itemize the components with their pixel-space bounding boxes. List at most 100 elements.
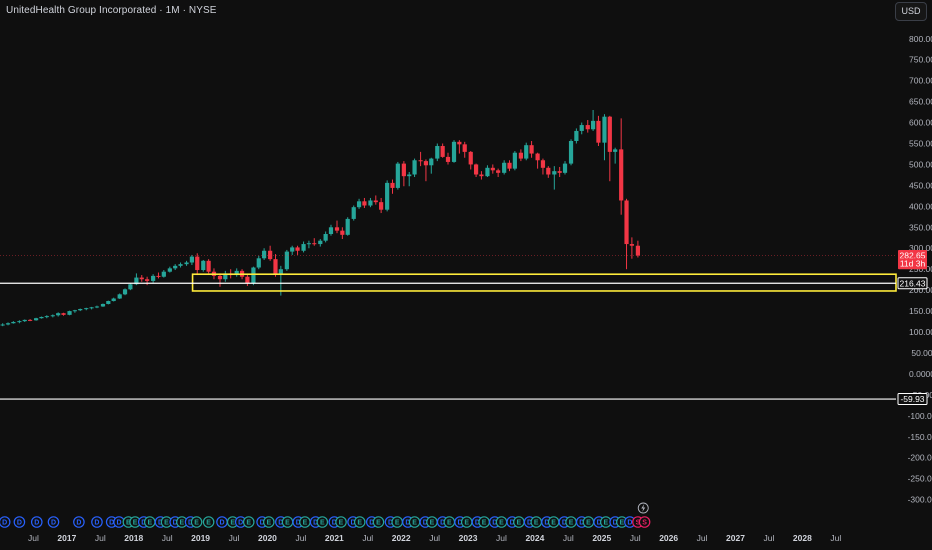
candle xyxy=(385,180,390,212)
earnings-event-marker[interactable]: E xyxy=(565,516,577,528)
event-letter: D xyxy=(141,520,146,527)
split-event-marker[interactable]: S xyxy=(638,516,651,528)
candle xyxy=(301,241,306,253)
candle-body xyxy=(301,244,306,251)
candle xyxy=(111,297,116,302)
candle xyxy=(356,198,362,209)
dividend-event-marker[interactable]: D xyxy=(216,516,228,528)
dividend-event-marker[interactable]: D xyxy=(0,516,11,528)
earnings-event-marker[interactable]: E xyxy=(478,516,490,528)
earnings-event-marker[interactable]: E xyxy=(299,516,311,528)
event-letter: E xyxy=(464,520,469,527)
candle-body xyxy=(111,298,116,302)
candle-body xyxy=(273,259,278,275)
event-letter: E xyxy=(285,520,290,527)
candle xyxy=(189,254,195,265)
candle-body xyxy=(362,201,367,206)
candle xyxy=(579,122,584,135)
earnings-event-marker[interactable]: E xyxy=(408,516,421,528)
time-year-label: 2022 xyxy=(392,533,411,543)
earnings-event-marker[interactable]: E xyxy=(547,516,560,528)
earnings-event-marker[interactable]: E xyxy=(281,516,294,528)
dividend-event-marker[interactable]: D xyxy=(624,516,636,528)
event-letter: E xyxy=(303,520,308,527)
earnings-event-marker[interactable]: E xyxy=(582,516,595,528)
candle xyxy=(351,205,356,221)
event-letter: D xyxy=(405,520,410,527)
candle xyxy=(195,253,200,276)
price-tag-label: -59.93 xyxy=(900,394,924,404)
earnings-event-marker[interactable]: E xyxy=(372,516,385,528)
time-month-label: Jul xyxy=(28,533,39,543)
event-letter: E xyxy=(586,520,591,527)
price-scale[interactable]: 800.00 750.00 700.00 650.00 600.00 550.00 500.… xyxy=(908,34,932,505)
dividend-event-marker[interactable]: D xyxy=(47,516,60,528)
earnings-event-marker[interactable]: E xyxy=(460,516,473,528)
candle xyxy=(139,275,144,282)
currency-button[interactable]: USD xyxy=(895,2,927,21)
earnings-event-marker[interactable]: E xyxy=(316,516,329,528)
dividend-event-marker[interactable]: D xyxy=(13,516,26,528)
earnings-event-marker[interactable]: E xyxy=(495,516,508,528)
candle-body xyxy=(507,162,512,169)
candle-body xyxy=(78,308,83,311)
candle xyxy=(173,264,178,271)
candle xyxy=(490,164,495,174)
candle-body xyxy=(502,162,507,173)
event-letter: D xyxy=(423,520,428,527)
dividend-event-marker[interactable]: D xyxy=(91,516,103,528)
price-tick-label: 350.00 xyxy=(909,222,932,232)
price-tick-label: 750.00 xyxy=(909,55,932,65)
candle xyxy=(451,140,457,163)
earnings-event-marker[interactable]: E xyxy=(530,516,543,528)
earnings-event-marker[interactable]: E xyxy=(242,516,255,528)
earnings-event-marker[interactable]: E xyxy=(202,516,215,528)
candle-body xyxy=(629,244,634,246)
candle xyxy=(435,143,440,162)
price-tick-label: 150.00 xyxy=(909,306,932,316)
event-letter: E xyxy=(266,520,271,527)
lightning-icon[interactable] xyxy=(637,502,649,514)
earnings-event-marker[interactable]: E xyxy=(443,516,456,528)
earnings-event-marker[interactable]: E xyxy=(143,516,156,528)
price-tick-label: -150.00 xyxy=(908,432,932,442)
candle-body xyxy=(128,284,133,290)
earnings-event-marker[interactable]: E xyxy=(426,516,438,528)
candlestick-plot[interactable] xyxy=(0,109,640,327)
candle-body xyxy=(473,164,479,175)
candle-body xyxy=(485,167,490,177)
earnings-event-marker[interactable]: E xyxy=(190,516,203,528)
earnings-event-marker[interactable]: E xyxy=(262,516,275,528)
earnings-event-marker[interactable]: E xyxy=(353,516,366,528)
price-tag-label: 11d 3h xyxy=(900,259,926,269)
price-tick-label: -300.00 xyxy=(908,495,932,505)
time-month-label: Jul xyxy=(229,533,240,543)
candle-body xyxy=(345,218,350,235)
candle-body xyxy=(607,116,612,152)
candle-body xyxy=(440,146,445,157)
earnings-event-marker[interactable]: E xyxy=(391,516,403,528)
dividend-event-marker[interactable]: D xyxy=(73,516,85,528)
event-letter: E xyxy=(499,520,504,527)
event-letter: S xyxy=(642,520,647,527)
candle-body xyxy=(496,170,501,173)
candle xyxy=(89,306,94,310)
earnings-event-marker[interactable]: E xyxy=(513,516,525,528)
candle-body xyxy=(39,316,44,319)
candle xyxy=(590,109,596,131)
candle xyxy=(485,165,490,178)
time-scale[interactable]: Jul 2017 Jul 2018 Jul 2019 Jul 2020 Jul 2021 Jul 20… xyxy=(28,533,841,543)
earnings-event-marker[interactable]: E xyxy=(335,516,347,528)
support-zone-rectangle[interactable] xyxy=(191,273,897,292)
dividend-event-marker[interactable]: D xyxy=(30,516,43,528)
event-letter: E xyxy=(482,520,487,527)
candle-body xyxy=(278,269,283,275)
drawings-layer[interactable] xyxy=(0,255,897,400)
candle xyxy=(245,275,250,286)
candle xyxy=(78,308,83,312)
candle xyxy=(379,197,384,214)
candle-body xyxy=(462,144,467,152)
candle-body xyxy=(122,289,128,295)
